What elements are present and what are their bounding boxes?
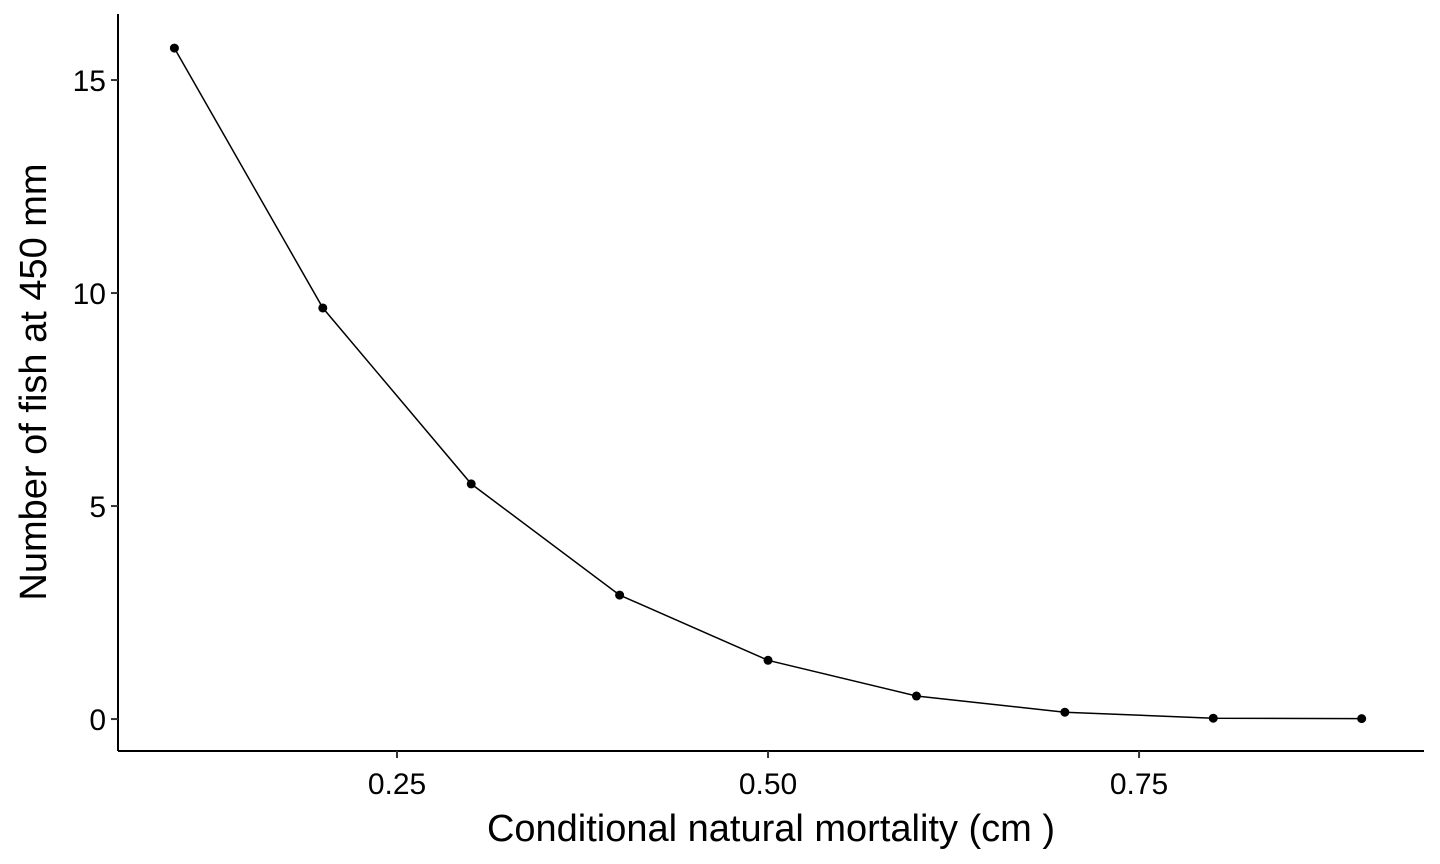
- y-tick-label: 5: [89, 491, 106, 524]
- data-point: [169, 43, 179, 53]
- x-tick-label: 0.75: [1110, 768, 1168, 801]
- x-tick-label: 0.50: [739, 768, 797, 801]
- x-tick-label: 0.25: [368, 768, 426, 801]
- y-axis-label: Number of fish at 450 mm: [13, 163, 55, 600]
- data-point: [1357, 714, 1367, 724]
- data-point: [911, 691, 921, 701]
- data-point: [1060, 707, 1070, 717]
- x-axis-label: Conditional natural mortality (cm ): [487, 808, 1055, 850]
- y-tick-label: 15: [73, 65, 106, 98]
- series-line: [173, 47, 1362, 720]
- data-point: [318, 303, 328, 313]
- y-tick-label: 10: [73, 278, 106, 311]
- plot-marks: [169, 43, 1367, 724]
- data-point: [1208, 713, 1218, 723]
- data-point: [763, 655, 773, 665]
- data-point: [466, 479, 476, 489]
- axes: 0 5 10 15 0.25 0.50 0.75: [73, 14, 1424, 801]
- y-tick-label: 0: [89, 704, 106, 737]
- data-point: [615, 590, 625, 600]
